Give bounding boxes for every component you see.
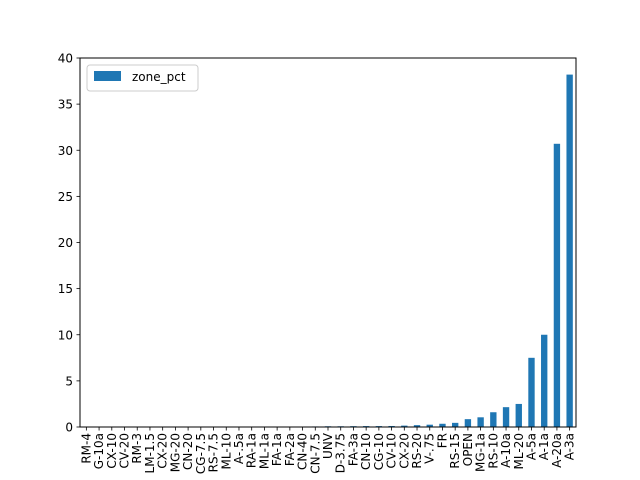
x-tick-label: RM-3 [130, 433, 144, 464]
x-tick-label: MG-20 [168, 433, 182, 472]
x-tick-label: CV-10 [385, 433, 399, 468]
x-tick-label: ML-10 [219, 433, 233, 469]
bars-group [83, 74, 573, 428]
bar-RS-20 [413, 425, 421, 427]
x-tick-label: A-3a [563, 433, 577, 460]
bar-CX-20 [401, 425, 408, 427]
legend-swatch [94, 71, 121, 81]
x-axis: RM-4G-10aCX-10CV-20RM-3LM-1.5CX-20MG-20C… [79, 427, 577, 474]
bar-FR [439, 423, 446, 427]
x-tick-label: CX-20 [156, 433, 170, 469]
bar-RS-15 [452, 422, 459, 427]
y-axis: 0 5 10 15 20 25 30 35 40 [58, 52, 80, 435]
x-tick-label: D-3.75 [334, 433, 348, 473]
y-tick-label: 5 [65, 374, 73, 388]
x-tick-label: CV-20 [118, 433, 132, 468]
x-tick-label: A-10a [499, 433, 513, 468]
x-tick-label: RS-15 [448, 433, 462, 469]
bar-A-20a [553, 143, 561, 428]
x-tick-label: RS-20 [410, 433, 424, 469]
bar-MG-1a [477, 417, 484, 427]
x-tick-label: RS-7.5 [207, 433, 221, 472]
x-tick-label: A-5a [524, 433, 538, 460]
x-tick-label: RM-4 [79, 433, 93, 464]
x-tick-label: A-20a [550, 433, 564, 468]
y-tick-label: 15 [58, 282, 73, 296]
x-tick-label: ML-20 [512, 433, 526, 469]
x-tick-label: A-.5a [232, 433, 246, 464]
x-tick-label: FA-1a [270, 433, 284, 466]
x-tick-label: CG-10 [372, 433, 386, 470]
bar-V-.75 [426, 424, 433, 427]
bar-A-10a [502, 407, 510, 427]
y-tick-label: 20 [58, 236, 73, 250]
x-tick-label: OPEN [461, 433, 475, 466]
x-tick-label: CG-7.5 [194, 433, 208, 474]
bar-A-1a [541, 334, 548, 427]
y-tick-label: 0 [65, 421, 73, 435]
x-tick-label: MG-1a [474, 433, 488, 472]
bar-A-3a [566, 74, 573, 427]
x-tick-label: ML-1a [257, 433, 271, 469]
bar-OPEN [464, 419, 472, 427]
x-tick-label: V-.75 [423, 433, 437, 464]
x-tick-label: A-1a [537, 433, 551, 460]
x-tick-label: CN-7.5 [308, 433, 322, 474]
x-tick-label: FA-2a [283, 433, 297, 466]
x-tick-label: CN-10 [359, 433, 373, 470]
x-tick-label: G-10a [92, 433, 106, 469]
plot-frame [79, 57, 577, 428]
x-tick-label: CX-10 [105, 433, 119, 469]
y-tick-label: 40 [58, 52, 73, 66]
bar-CV-10 [388, 425, 395, 427]
legend: zone_pct [86, 64, 199, 92]
bar-RS-10 [490, 412, 497, 427]
y-tick-label: 30 [58, 144, 73, 158]
bar-A-5a [528, 357, 535, 427]
x-tick-label: FR [435, 433, 449, 448]
x-tick-label: UNV [321, 432, 335, 459]
y-tick-label: 25 [58, 190, 73, 204]
legend-label: zone_pct [132, 70, 186, 84]
y-tick-label: 10 [58, 328, 73, 342]
x-tick-label: LM-1.5 [143, 433, 157, 473]
x-tick-label: RS-10 [486, 433, 500, 469]
x-tick-label: CN-20 [181, 433, 195, 470]
x-tick-label: CX-20 [397, 433, 411, 469]
x-tick-label: RA-1a [245, 433, 259, 468]
x-tick-label: CN-40 [296, 433, 310, 470]
y-tick-label: 35 [58, 98, 73, 112]
x-tick-label: FA-3a [346, 433, 360, 466]
bar-ML-20 [515, 403, 522, 427]
